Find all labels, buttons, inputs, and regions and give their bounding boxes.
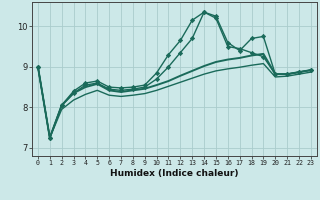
X-axis label: Humidex (Indice chaleur): Humidex (Indice chaleur) bbox=[110, 169, 239, 178]
